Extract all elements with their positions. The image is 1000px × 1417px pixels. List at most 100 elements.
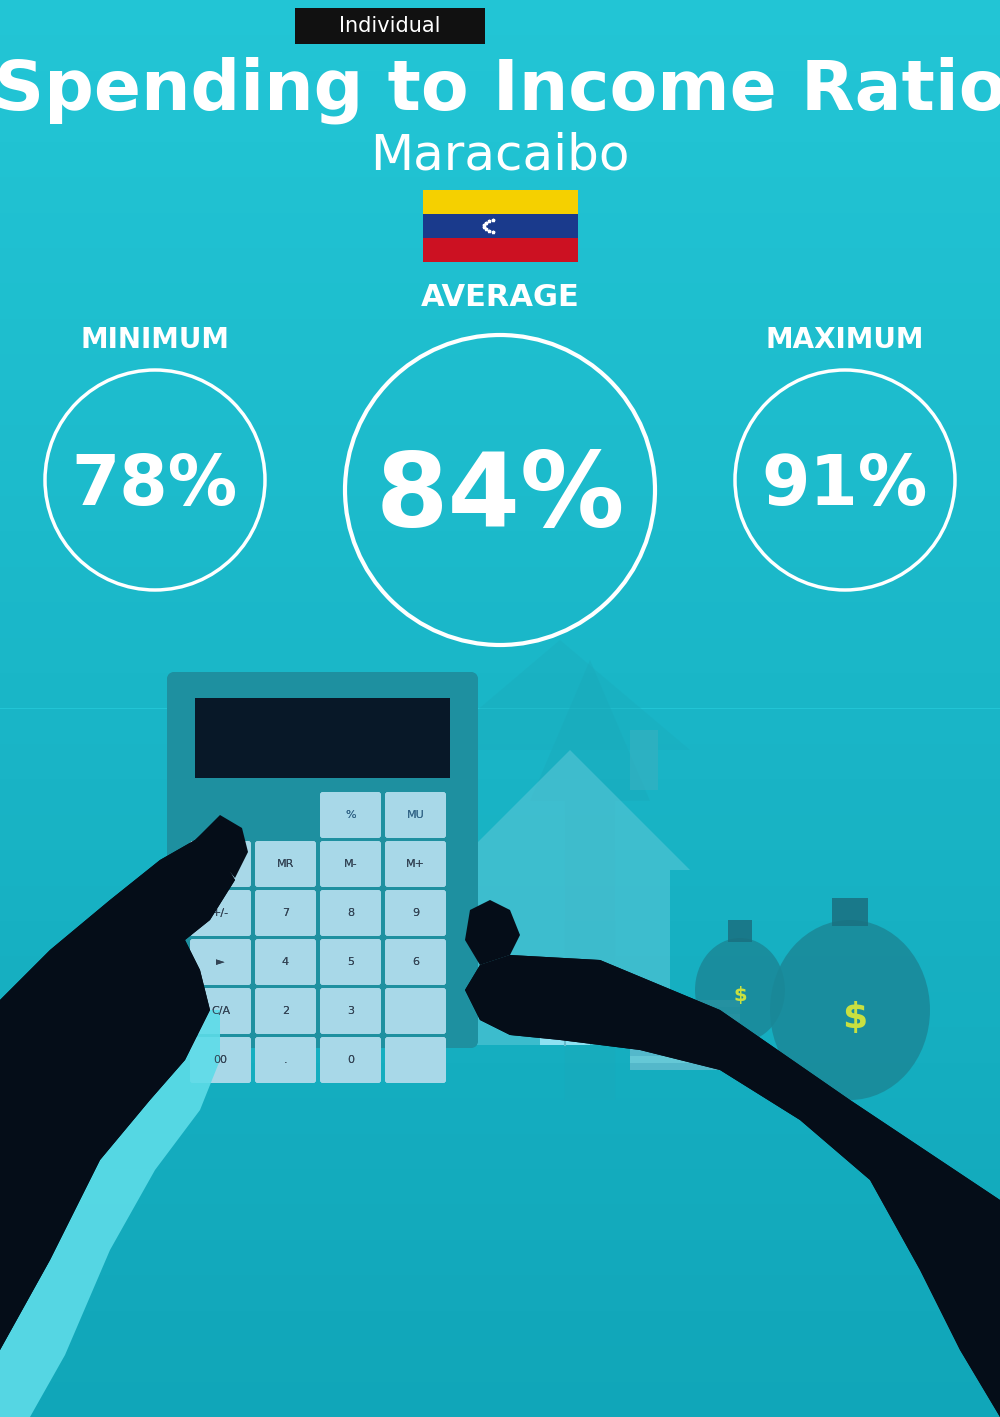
Bar [0, 638, 1000, 673]
Bar [0, 602, 1000, 638]
Bar [0, 1063, 1000, 1098]
Bar [0, 461, 1000, 496]
Bar [195, 699, 450, 706]
Bar [0, 815, 1000, 850]
Bar [0, 71, 1000, 106]
Polygon shape [0, 1010, 220, 1417]
FancyBboxPatch shape [255, 988, 316, 1034]
Text: .: . [284, 1056, 287, 1066]
FancyBboxPatch shape [190, 890, 251, 937]
FancyBboxPatch shape [320, 890, 381, 937]
Text: 3: 3 [347, 1006, 354, 1016]
Polygon shape [530, 660, 650, 1100]
Bar [195, 699, 450, 716]
FancyBboxPatch shape [385, 792, 446, 837]
Text: 5: 5 [347, 956, 354, 966]
Bar [832, 898, 868, 925]
Bar [0, 567, 1000, 602]
Polygon shape [430, 640, 690, 750]
Bar [0, 142, 1000, 177]
Bar [0, 106, 1000, 142]
Bar [422, 190, 578, 214]
Bar [630, 730, 658, 791]
Bar [195, 699, 450, 778]
FancyBboxPatch shape [255, 1037, 316, 1083]
Bar [0, 1311, 1000, 1346]
Polygon shape [450, 750, 690, 870]
Text: 7: 7 [282, 908, 289, 918]
FancyBboxPatch shape [385, 1037, 446, 1083]
Text: ►: ► [216, 956, 225, 966]
Ellipse shape [784, 1091, 796, 1098]
Text: C/A: C/A [211, 1006, 230, 1016]
Bar [195, 699, 450, 730]
FancyBboxPatch shape [385, 988, 446, 1034]
FancyBboxPatch shape [385, 1037, 446, 1083]
Text: ►: ► [216, 956, 225, 966]
Text: 6: 6 [412, 956, 419, 966]
Text: 84%: 84% [375, 448, 625, 548]
Text: MC: MC [212, 859, 229, 869]
Bar [0, 283, 1000, 319]
Bar [0, 1275, 1000, 1311]
Text: MR: MR [277, 859, 294, 869]
Ellipse shape [695, 938, 785, 1041]
Polygon shape [465, 900, 520, 965]
Text: 8: 8 [347, 908, 354, 918]
Text: 2: 2 [282, 1006, 289, 1016]
Polygon shape [465, 955, 1000, 1417]
Bar [195, 699, 450, 726]
Text: M+: M+ [406, 859, 425, 869]
FancyBboxPatch shape [167, 672, 478, 1049]
Polygon shape [0, 840, 235, 1350]
Bar [195, 699, 450, 720]
FancyBboxPatch shape [190, 842, 251, 887]
Text: 4: 4 [282, 956, 289, 966]
Bar [630, 1049, 740, 1056]
FancyBboxPatch shape [320, 988, 381, 1034]
Text: M+: M+ [406, 859, 425, 869]
Text: 9: 9 [412, 908, 419, 918]
Text: 6: 6 [412, 956, 419, 966]
FancyBboxPatch shape [385, 890, 446, 937]
Polygon shape [385, 730, 475, 1020]
FancyBboxPatch shape [320, 890, 381, 937]
Bar [0, 1382, 1000, 1417]
Bar [728, 920, 752, 942]
Bar [0, 35, 1000, 71]
Text: $: $ [842, 1000, 868, 1034]
Bar [0, 496, 1000, 531]
FancyBboxPatch shape [255, 890, 316, 937]
FancyBboxPatch shape [190, 939, 251, 985]
FancyBboxPatch shape [385, 842, 446, 887]
Bar [630, 1022, 740, 1027]
FancyBboxPatch shape [320, 1037, 381, 1083]
FancyBboxPatch shape [190, 988, 251, 1034]
Polygon shape [0, 840, 235, 1350]
FancyBboxPatch shape [385, 939, 446, 985]
Text: 00: 00 [214, 1056, 228, 1066]
Text: 7: 7 [282, 908, 289, 918]
FancyBboxPatch shape [385, 939, 446, 985]
Bar [0, 354, 1000, 390]
Text: 0: 0 [347, 1056, 354, 1066]
Bar [0, 531, 1000, 567]
FancyBboxPatch shape [255, 939, 316, 985]
Bar [0, 319, 1000, 354]
FancyBboxPatch shape [385, 890, 446, 937]
FancyBboxPatch shape [385, 792, 446, 837]
Text: MR: MR [277, 859, 294, 869]
Text: MU: MU [407, 811, 424, 820]
Bar [0, 744, 1000, 779]
Bar [540, 965, 590, 1044]
Text: AVERAGE: AVERAGE [421, 283, 579, 313]
Ellipse shape [770, 920, 930, 1100]
Text: %: % [345, 811, 356, 820]
Text: 8: 8 [347, 908, 354, 918]
FancyBboxPatch shape [320, 842, 381, 887]
Bar [195, 699, 450, 711]
Text: 78%: 78% [72, 452, 238, 519]
Bar [0, 708, 1000, 744]
Bar [630, 1034, 740, 1041]
Text: Spending to Income Ratio: Spending to Income Ratio [0, 57, 1000, 123]
